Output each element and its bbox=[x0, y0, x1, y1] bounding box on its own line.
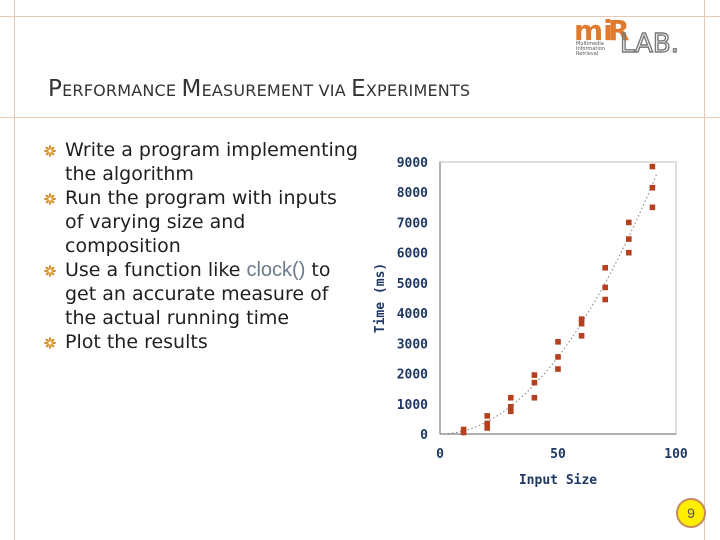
data-point bbox=[626, 249, 632, 256]
y-tick-label: 8000 bbox=[397, 186, 428, 201]
frame-line-top bbox=[0, 16, 720, 17]
data-point bbox=[578, 316, 585, 322]
data-point bbox=[508, 408, 514, 415]
y-axis-label: Time (ms) bbox=[373, 263, 388, 333]
bullet-text: Write a program implementing the algorit… bbox=[65, 139, 358, 185]
svg-text:R: R bbox=[608, 14, 630, 47]
y-tick-label: 1000 bbox=[397, 398, 428, 413]
gear-icon bbox=[44, 265, 56, 277]
frame-line-title bbox=[0, 117, 720, 118]
x-tick-label: 50 bbox=[550, 447, 566, 462]
title-initial: M bbox=[181, 76, 202, 102]
data-point bbox=[602, 296, 608, 303]
data-point bbox=[602, 264, 608, 271]
data-point bbox=[602, 284, 608, 291]
x-tick-label: 0 bbox=[436, 447, 444, 462]
page-number: 9 bbox=[676, 498, 706, 528]
y-tick-label: 6000 bbox=[397, 247, 428, 262]
data-point bbox=[555, 366, 561, 372]
data-point bbox=[649, 163, 656, 170]
title-initial: E bbox=[351, 76, 366, 102]
data-point bbox=[626, 219, 632, 226]
data-point bbox=[649, 184, 656, 191]
code-function-name: clock() bbox=[246, 259, 306, 281]
y-tick-label: 7000 bbox=[397, 216, 428, 231]
data-point bbox=[460, 429, 467, 436]
y-tick-label: 9000 bbox=[397, 156, 428, 171]
gear-icon bbox=[44, 337, 56, 349]
data-point bbox=[649, 204, 656, 211]
frame-line-right bbox=[704, 0, 705, 540]
data-point bbox=[484, 425, 490, 431]
data-point bbox=[531, 372, 538, 378]
trend-line bbox=[439, 172, 658, 435]
title-rest: EASUREMENT VIA bbox=[201, 81, 352, 100]
bullet-text: Plot the results bbox=[65, 331, 208, 353]
slide-title: PERFORMANCE MEASUREMENT VIA EXPERIMENTS bbox=[48, 76, 470, 102]
data-point bbox=[555, 354, 561, 360]
y-tick-label: 0 bbox=[420, 428, 428, 443]
data-point bbox=[460, 426, 467, 433]
mir-lab-logo: mi R Multimedia Information Retrieval LA… bbox=[574, 14, 680, 56]
logo-caption-3: Retrieval bbox=[576, 51, 598, 56]
bullet-item: Write a program implementing the algorit… bbox=[40, 138, 360, 186]
gear-icon bbox=[44, 193, 56, 205]
bullet-list: Write a program implementing the algorit… bbox=[40, 138, 360, 354]
x-tick-label: 100 bbox=[664, 447, 688, 462]
title-rest: XPERIMENTS bbox=[365, 81, 471, 100]
svg-text:mi: mi bbox=[574, 14, 613, 47]
data-point bbox=[578, 332, 585, 339]
y-tick-label: 4000 bbox=[397, 307, 428, 322]
bullet-text: to get an accurate measure of the actual… bbox=[65, 259, 331, 329]
data-point bbox=[531, 394, 538, 401]
data-point bbox=[578, 320, 585, 327]
bullet-text: Run the program with inputs of varying s… bbox=[65, 187, 337, 257]
data-point bbox=[484, 413, 490, 419]
scatter-chart: 0 1000 2000 3000 4000 5000 6000 7000 8000 9000 0 50… bbox=[373, 156, 688, 488]
logo-caption-2: Information bbox=[576, 46, 605, 52]
y-tick-label: 2000 bbox=[397, 368, 428, 383]
title-initial: P bbox=[48, 76, 63, 102]
bullet-item: Run the program with inputs of varying s… bbox=[40, 186, 360, 258]
y-tick-label: 3000 bbox=[397, 337, 428, 352]
data-point bbox=[508, 394, 514, 401]
gear-icon bbox=[44, 145, 56, 157]
bullet-text: Use a function like bbox=[65, 259, 247, 281]
data-point bbox=[484, 420, 490, 427]
frame-line-left bbox=[14, 0, 15, 540]
bullet-item: Plot the results bbox=[40, 330, 360, 354]
data-point bbox=[555, 339, 561, 345]
plot-area-border bbox=[439, 161, 677, 435]
title-rest: ERFORMANCE bbox=[62, 81, 182, 100]
x-axis-label: Input Size bbox=[519, 473, 597, 488]
data-point bbox=[626, 236, 632, 242]
logo-caption-1: Multimedia bbox=[576, 41, 604, 47]
bullet-item: Use a function like clock() to get an ac… bbox=[40, 258, 360, 330]
y-tick-label: 5000 bbox=[397, 277, 428, 292]
svg-text:LAB.: LAB. bbox=[620, 29, 679, 56]
data-point bbox=[508, 404, 514, 410]
data-point bbox=[531, 379, 538, 386]
